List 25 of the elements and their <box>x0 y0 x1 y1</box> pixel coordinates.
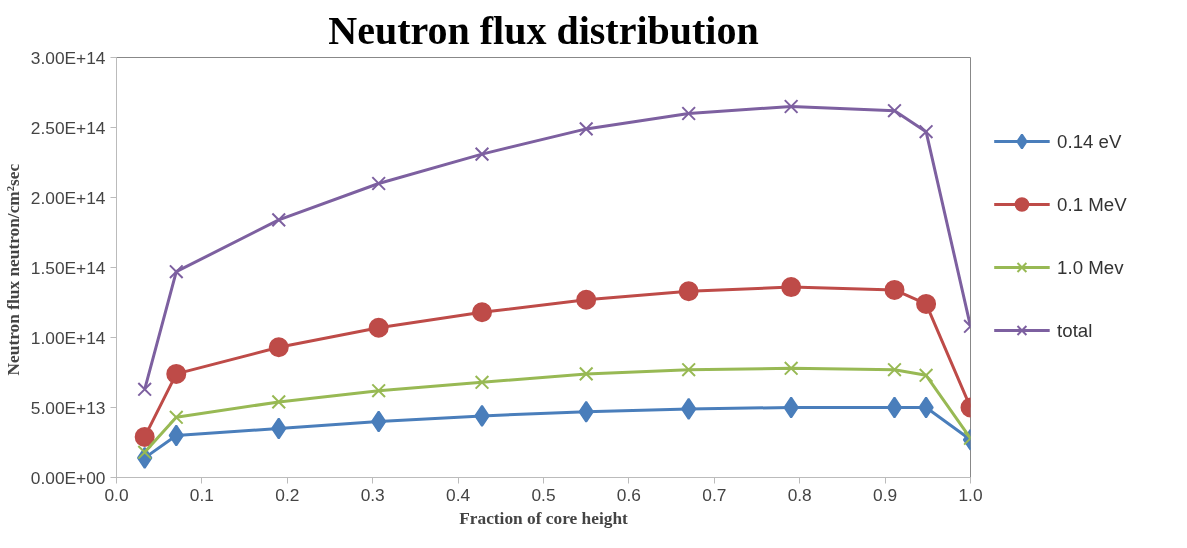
legend-label: 1.0 Mev <box>1057 257 1125 278</box>
y-tick-label: 1.50E+14 <box>30 257 106 278</box>
x-tick-label: 0.5 <box>531 484 556 505</box>
x-tick-label: 0.2 <box>275 484 300 505</box>
x-tick-label: 1.0 <box>958 484 983 505</box>
legend-label: 0.14 eV <box>1057 131 1122 152</box>
x-tick-label: 0.4 <box>446 484 471 505</box>
legend-label: 0.1 MeV <box>1057 194 1128 215</box>
y-tick-label: 3.00E+14 <box>30 47 106 68</box>
x-tick-label: 0.7 <box>702 484 727 505</box>
legend-label: total <box>1057 320 1093 341</box>
x-tick-label: 0.6 <box>616 484 641 505</box>
y-tick-label: 2.00E+14 <box>30 187 106 208</box>
x-tick-label: 0.9 <box>873 484 898 505</box>
y-tick-label: 2.50E+14 <box>30 117 106 138</box>
y-axis-title: Neutron flux neutron/cm²sec <box>3 163 23 376</box>
chart-title: Neutron flux distribution <box>328 7 759 53</box>
x-tick-label: 0.1 <box>189 484 214 505</box>
x-tick-label: 0.8 <box>787 484 812 505</box>
x-axis-title: Fraction of core height <box>459 508 629 528</box>
y-tick-label: 1.00E+14 <box>30 327 106 348</box>
x-tick-label: 0.0 <box>104 484 129 505</box>
x-tick-label: 0.3 <box>360 484 385 505</box>
y-tick-label: 0.00E+00 <box>30 467 106 488</box>
y-tick-label: 5.00E+13 <box>30 397 106 418</box>
